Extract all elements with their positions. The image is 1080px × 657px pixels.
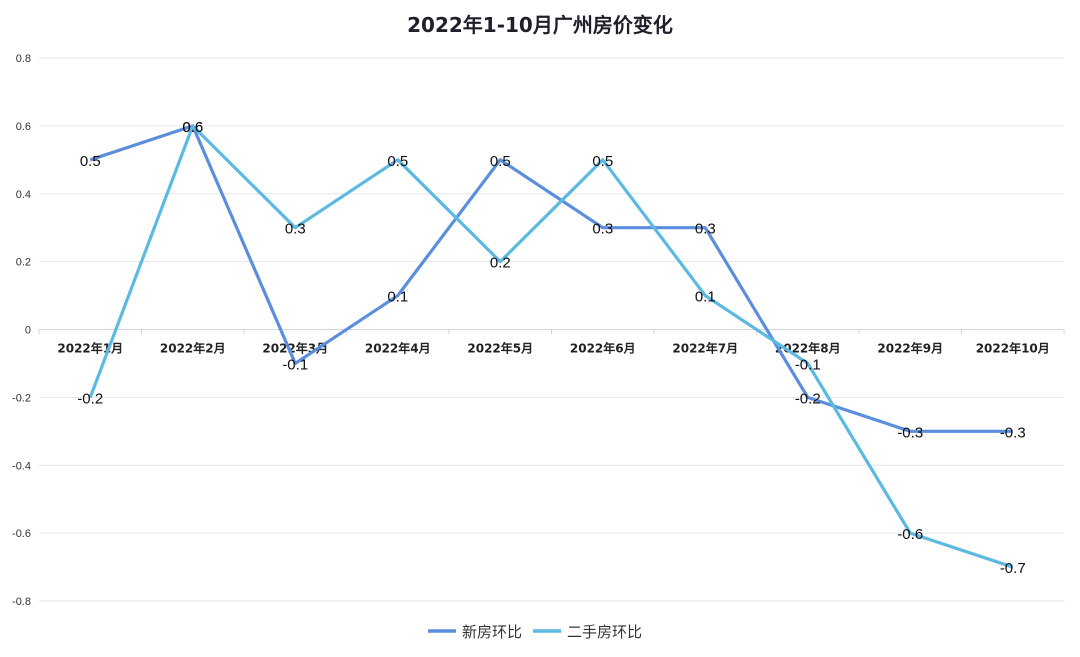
data-label: 0.3 [695,221,716,238]
data-label: 0.3 [285,221,306,238]
chart-title: 2022年1-10月广州房价变化 [407,13,673,37]
x-tick-label: 2022年5月 [467,341,533,356]
data-label: 0.6 [182,119,203,136]
y-tick-label: -0.2 [12,392,31,404]
y-tick-label: -0.8 [12,596,31,608]
series-line-1 [88,124,1014,569]
legend-item-0[interactable]: 新房环比 [428,623,522,641]
y-tick-label: 0.6 [16,121,31,133]
legend[interactable]: 新房环比 二手房环比 [428,623,642,641]
data-label: 0.1 [695,289,716,306]
y-tick-label: 0.4 [16,189,31,201]
x-tick-label: 2022年6月 [570,341,636,356]
data-label: 0.1 [387,289,408,306]
data-label: -0.1 [282,356,308,373]
data-label: -0.1 [795,356,821,373]
x-axis: 2022年1月 2022年2月 2022年3月 2022年4月 2022年5月 2022年… [38,329,1065,356]
data-label: -0.3 [1000,424,1026,441]
series-line-0 [89,124,1013,433]
data-label: 0.5 [592,153,613,170]
data-label: -0.6 [897,526,923,543]
data-label: 0.5 [490,153,511,170]
data-label: -0.3 [897,424,923,441]
legend-item-1[interactable]: 二手房环比 [533,623,642,641]
x-tick-label: 2022年10月 [976,341,1050,356]
data-label: -0.7 [1000,560,1026,577]
data-label: 0.6 [182,119,203,136]
y-tick-label: 0.8 [16,53,31,65]
y-tick-label: 0.2 [16,257,31,269]
series-lines [88,124,1014,569]
y-tick-label: 0 [25,325,31,337]
x-tick-label: 2022年4月 [365,341,431,356]
data-label: 0.2 [490,255,511,272]
x-tick-label: 2022年1月 [57,341,123,356]
data-label: -0.2 [795,390,821,407]
y-tick-label: -0.4 [12,460,31,472]
data-label: -0.2 [77,390,103,407]
data-label: 0.3 [592,221,613,238]
data-labels: 0.5 0.6 -0.1 0.1 0.5 0.3 0.3 -0.2 -0.3 -0.3 -0.2 0.… [77,119,1025,577]
y-axis: 0.8 0.6 0.4 0.2 0 -0.2 -0.4 -0.6 -0.8 [12,53,31,608]
y-tick-label: -0.6 [12,528,31,540]
legend-label: 新房环比 [462,623,522,641]
data-label: 0.5 [80,153,101,170]
x-tick-label: 2022年7月 [672,341,738,356]
x-tick-label: 2022年2月 [160,341,226,356]
x-tick-label: 2022年9月 [877,341,943,356]
data-label: 0.5 [387,153,408,170]
legend-label: 二手房环比 [567,623,642,641]
